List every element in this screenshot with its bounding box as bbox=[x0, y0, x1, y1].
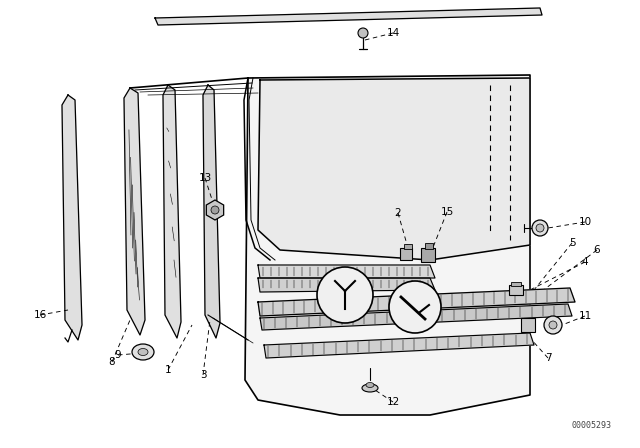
Text: 7: 7 bbox=[545, 353, 551, 363]
Polygon shape bbox=[62, 95, 82, 340]
Bar bbox=[400, 248, 412, 260]
Bar bbox=[509, 285, 523, 295]
Polygon shape bbox=[258, 265, 435, 278]
Text: 00005293: 00005293 bbox=[572, 421, 612, 430]
Text: 2: 2 bbox=[395, 208, 401, 218]
Circle shape bbox=[317, 267, 373, 323]
Text: 3: 3 bbox=[200, 370, 206, 380]
Text: 15: 15 bbox=[440, 207, 454, 217]
Polygon shape bbox=[258, 278, 435, 292]
Circle shape bbox=[536, 224, 544, 232]
Text: 13: 13 bbox=[198, 173, 212, 183]
Bar bbox=[511, 282, 521, 286]
Polygon shape bbox=[260, 304, 572, 330]
Text: 11: 11 bbox=[579, 311, 591, 321]
Circle shape bbox=[211, 206, 219, 214]
Ellipse shape bbox=[138, 349, 148, 356]
Polygon shape bbox=[258, 78, 530, 260]
Text: 10: 10 bbox=[579, 217, 591, 227]
Circle shape bbox=[549, 321, 557, 329]
Text: 1: 1 bbox=[164, 365, 172, 375]
Circle shape bbox=[532, 220, 548, 236]
Circle shape bbox=[544, 316, 562, 334]
Ellipse shape bbox=[362, 384, 378, 392]
Polygon shape bbox=[163, 85, 181, 338]
Text: 4: 4 bbox=[582, 257, 588, 267]
Text: 9: 9 bbox=[115, 350, 122, 360]
Polygon shape bbox=[155, 8, 542, 25]
Polygon shape bbox=[264, 333, 534, 358]
Bar bbox=[425, 243, 433, 249]
Text: 12: 12 bbox=[387, 397, 399, 407]
Text: 5: 5 bbox=[569, 238, 575, 248]
Text: 14: 14 bbox=[387, 28, 399, 38]
Polygon shape bbox=[203, 85, 220, 338]
Bar bbox=[521, 318, 535, 332]
Bar bbox=[404, 244, 412, 249]
Ellipse shape bbox=[366, 383, 374, 388]
Bar bbox=[421, 248, 435, 262]
Circle shape bbox=[358, 28, 368, 38]
Polygon shape bbox=[124, 88, 145, 335]
Polygon shape bbox=[258, 288, 575, 316]
Text: 6: 6 bbox=[594, 245, 600, 255]
Text: 16: 16 bbox=[33, 310, 47, 320]
Ellipse shape bbox=[132, 344, 154, 360]
Text: 8: 8 bbox=[109, 357, 115, 367]
Circle shape bbox=[389, 281, 441, 333]
Polygon shape bbox=[245, 75, 530, 415]
